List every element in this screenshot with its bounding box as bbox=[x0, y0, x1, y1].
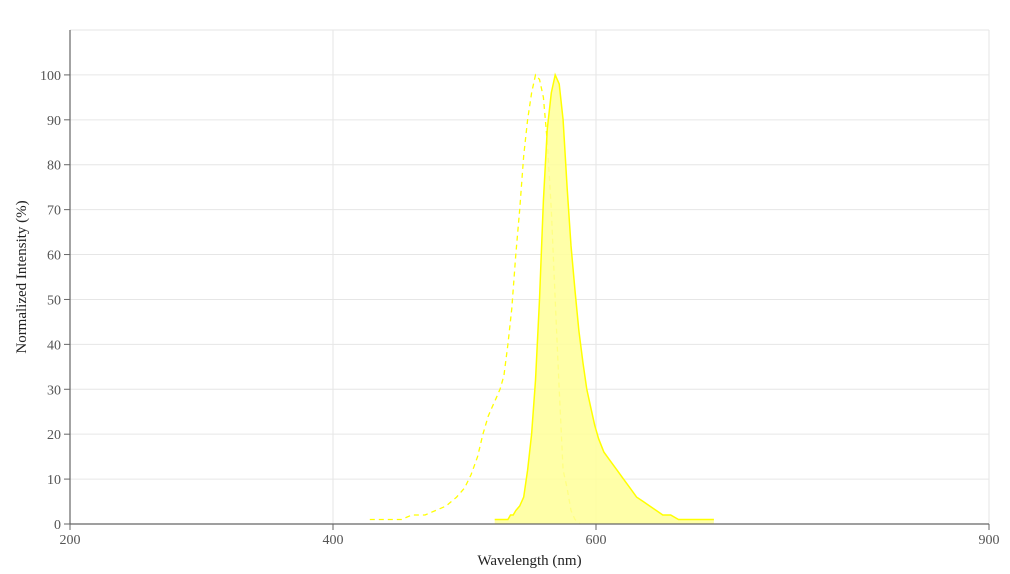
x-tick-label: 400 bbox=[323, 533, 344, 548]
emission-series-line bbox=[494, 72, 714, 521]
y-axis-title: Normalized Intensity (%) bbox=[14, 200, 30, 353]
y-tick-label: 60 bbox=[47, 249, 61, 264]
plot-area bbox=[369, 72, 714, 525]
y-tick-label: 10 bbox=[47, 473, 61, 488]
tick-labels: 0 10 20 30 40 50 60 70 80 90 100 200 400 600 900 bbox=[40, 69, 1000, 548]
y-tick-label: 0 bbox=[54, 518, 61, 533]
x-tick-label: 900 bbox=[979, 533, 1000, 548]
y-tick-label: 90 bbox=[47, 114, 61, 129]
axes bbox=[64, 30, 990, 530]
x-axis-title: Wavelength (nm) bbox=[477, 553, 581, 569]
y-tick-label: 70 bbox=[47, 204, 61, 219]
y-tick-label: 80 bbox=[47, 159, 61, 174]
x-tick-label: 600 bbox=[586, 533, 607, 548]
y-tick-label: 50 bbox=[47, 293, 61, 308]
x-tick-label: 200 bbox=[60, 533, 81, 548]
y-tick-label: 20 bbox=[47, 428, 61, 443]
emission-area-fill bbox=[494, 74, 714, 525]
y-tick-label: 40 bbox=[47, 338, 61, 353]
y-tick-label: 100 bbox=[40, 69, 61, 84]
y-tick-label: 30 bbox=[47, 383, 61, 398]
